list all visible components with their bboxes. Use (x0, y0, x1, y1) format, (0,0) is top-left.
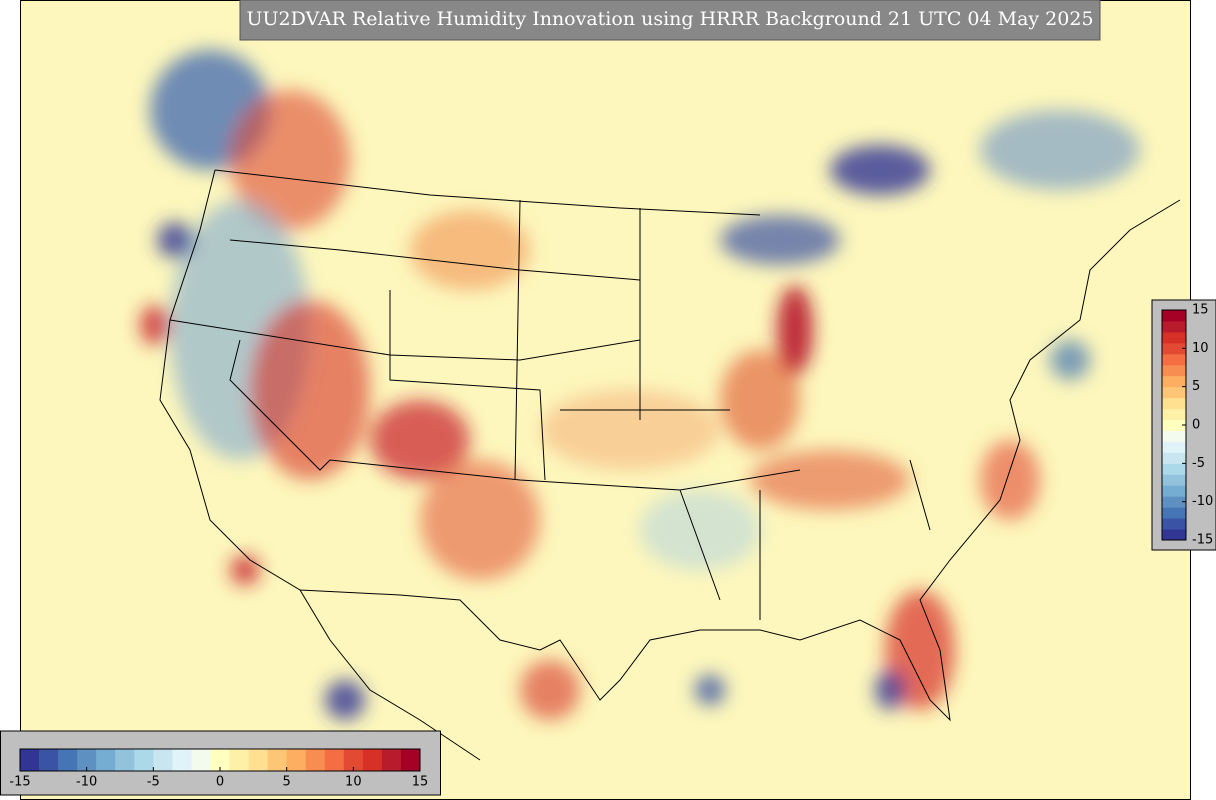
colorbar-tick-label: 15 (412, 775, 429, 790)
colorbar-tick-label: 0 (1192, 418, 1200, 433)
colorbar-swatch (324, 749, 345, 771)
colorbar-swatch (1162, 320, 1186, 333)
colorbar-swatch (1162, 430, 1186, 442)
colorbar-swatch (77, 749, 97, 771)
colorbar-swatch (343, 749, 364, 771)
colorbar-tick-label: 10 (345, 775, 362, 790)
colorbar-swatch (1162, 507, 1186, 519)
colorbar-swatch (20, 749, 40, 771)
colorbar-swatch (210, 749, 231, 771)
colorbar-tick-label: -5 (147, 775, 160, 790)
title: UU2DVAR Relative Humidity Innovation usi… (246, 8, 1093, 30)
colorbar-swatch (134, 749, 154, 771)
colorbar-swatch (267, 749, 288, 771)
colorbar-tick-label: 5 (1192, 379, 1200, 394)
colorbar-tick-label: 15 (1192, 303, 1209, 318)
colorbar-swatch (1162, 474, 1186, 486)
colorbar-swatch (1162, 452, 1186, 464)
colorbar-tick-label: -5 (1192, 456, 1205, 471)
colorbar-tick-label: -10 (76, 775, 97, 790)
colorbar-swatch (1162, 441, 1186, 453)
colorbar-swatch (1162, 496, 1186, 508)
colorbar-swatch (39, 749, 59, 771)
colorbar-swatch (172, 749, 192, 771)
boundaries (159, 169, 1181, 761)
title-box (239, 0, 1101, 41)
colorbar-swatch (1162, 518, 1186, 530)
colorbar-swatch (1162, 463, 1186, 475)
colorbar-tick-label: 10 (1192, 341, 1209, 356)
colorbar-swatch (1162, 353, 1186, 366)
colorbar-tick-label: -10 (1192, 494, 1213, 509)
colorbar-swatch (1162, 364, 1186, 377)
colorbars: 15 10 5 0 -5 -10 -15 -15 -10 -5 0 5 10 15 (9, 303, 1213, 790)
colorbar-swatch (115, 749, 135, 771)
colorbar-swatch (1162, 485, 1186, 497)
colorbar-swatch (1162, 397, 1186, 410)
colorbar-swatch (58, 749, 78, 771)
colorbar-swatch (191, 749, 211, 771)
colorbar-tick-label: 5 (283, 775, 291, 790)
colorbar-tick-label: -15 (9, 775, 30, 790)
colorbar-swatch (1162, 342, 1186, 355)
colorbar-tick-label: -15 (1192, 533, 1213, 548)
colorbar-swatch (1162, 386, 1186, 399)
colorbar-swatch (381, 749, 402, 771)
colorbar-swatch (286, 749, 307, 771)
map (20, 0, 1190, 800)
colorbar-swatch (1162, 331, 1186, 344)
field (140, 50, 1140, 720)
colorbar-swatch (1162, 408, 1186, 421)
colorbar-swatch (229, 749, 250, 771)
colorbar-swatch (248, 749, 269, 771)
colorbar-swatch (1162, 419, 1186, 431)
colorbar-swatch (362, 749, 383, 771)
colorbar-swatch (400, 749, 421, 771)
colorbar-swatch (153, 749, 173, 771)
colorbar-swatch (96, 749, 116, 771)
colorbar-swatch (1162, 375, 1186, 388)
colorbar-swatch (1162, 310, 1186, 322)
colorbar-swatch (1162, 529, 1186, 541)
colorbar-swatch (305, 749, 326, 771)
colorbar-tick-label: 0 (216, 775, 224, 790)
